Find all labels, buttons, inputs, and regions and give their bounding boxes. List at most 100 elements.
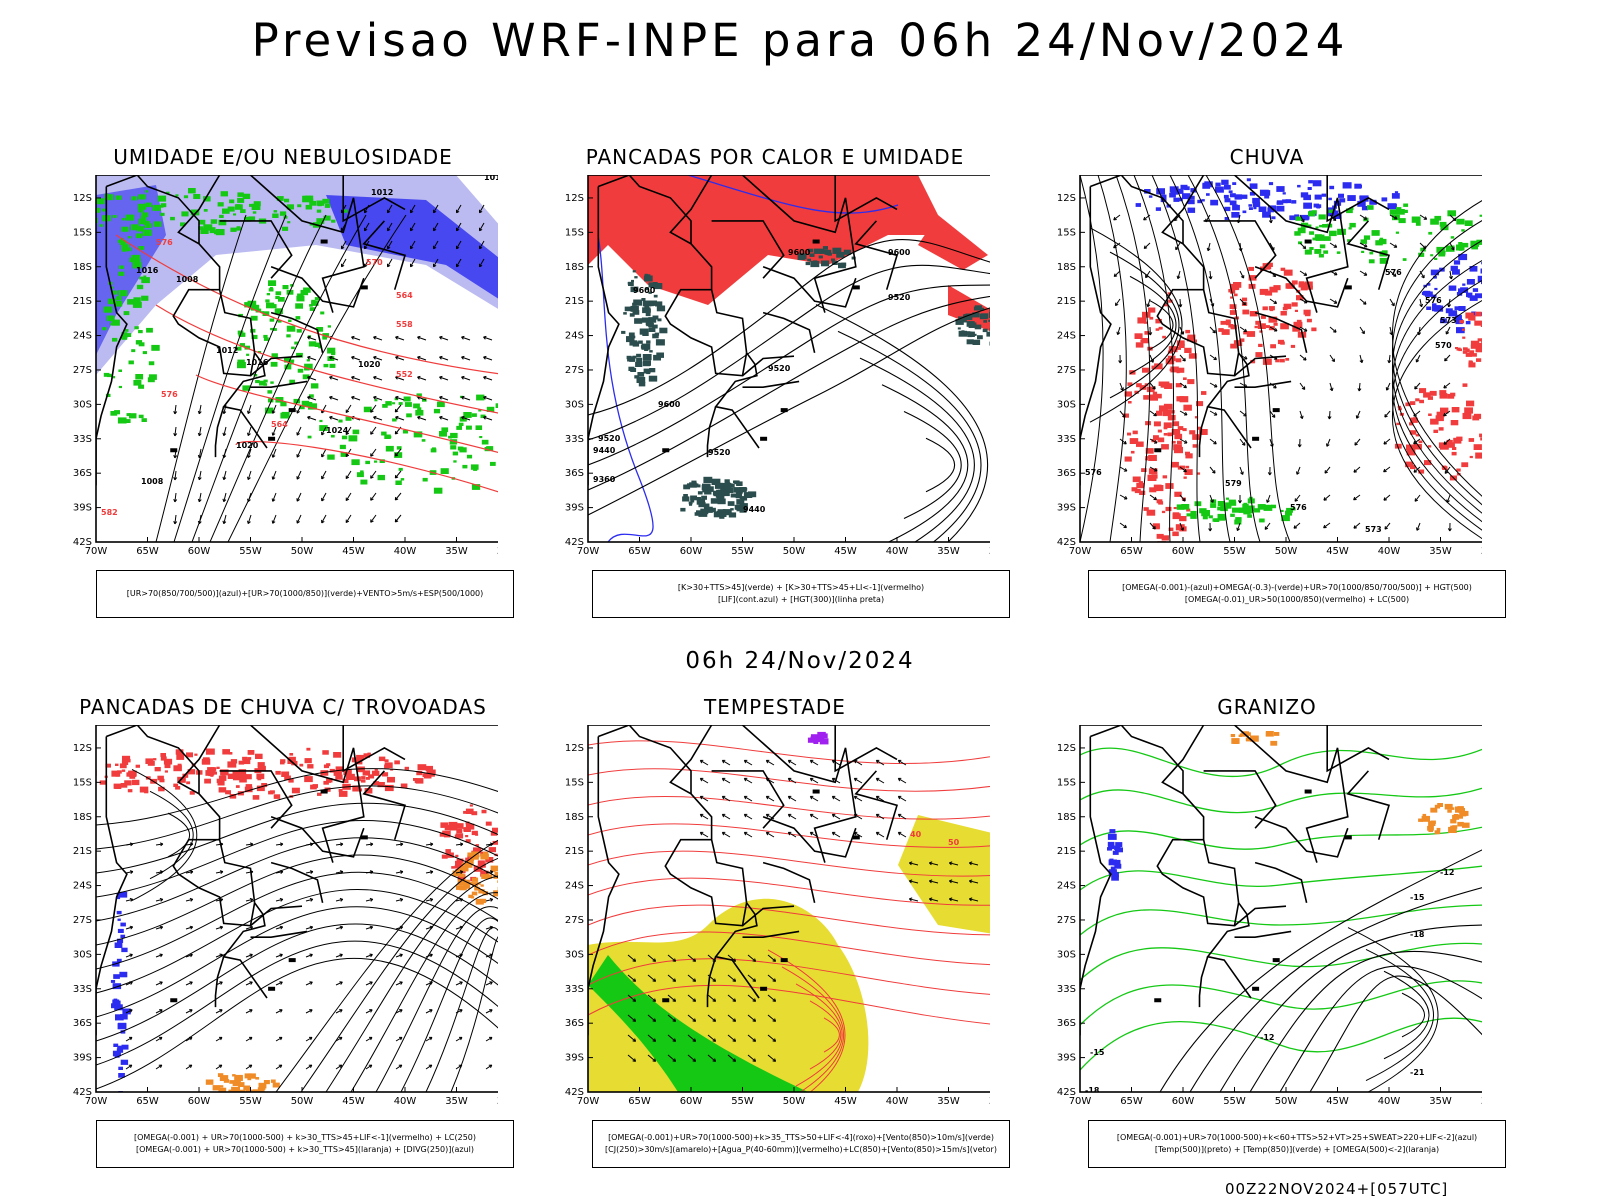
arrow-head bbox=[249, 897, 254, 902]
wind-arrow bbox=[747, 1034, 756, 1042]
shade-cell bbox=[644, 305, 650, 309]
wind-arrow bbox=[876, 759, 885, 766]
shade-cell bbox=[1312, 180, 1322, 187]
shade-cell bbox=[237, 192, 244, 197]
shade-cell bbox=[228, 752, 233, 755]
shade-cell bbox=[457, 446, 464, 451]
shade-cell bbox=[630, 367, 637, 372]
shade-cell bbox=[144, 223, 152, 228]
wind-arrow bbox=[1296, 466, 1301, 475]
shade-cell bbox=[118, 1073, 125, 1078]
shade-cell bbox=[1450, 819, 1457, 824]
contour-line bbox=[588, 307, 990, 516]
arrow-head bbox=[339, 981, 343, 985]
shade-cell bbox=[1249, 191, 1256, 196]
shade-cell bbox=[1338, 193, 1344, 198]
shade-cell bbox=[106, 195, 111, 199]
arrow-head bbox=[787, 813, 792, 818]
arrow-head bbox=[1297, 444, 1302, 448]
lon-label: 45W bbox=[1326, 546, 1349, 557]
shade-cell bbox=[223, 1079, 230, 1083]
shade-cell bbox=[294, 341, 299, 345]
arrow-head bbox=[398, 1064, 403, 1069]
shade-cell bbox=[365, 460, 370, 465]
arrow-head bbox=[370, 453, 374, 457]
shade-cell bbox=[1262, 306, 1268, 311]
shade-cell bbox=[218, 1087, 227, 1092]
arrow-head bbox=[189, 1036, 193, 1041]
wind-arrow bbox=[345, 404, 352, 413]
arrow-head bbox=[1153, 412, 1157, 417]
shade-cell bbox=[288, 319, 292, 322]
shade-cell bbox=[132, 301, 142, 308]
shade-cell bbox=[222, 749, 230, 755]
arrow-head bbox=[699, 831, 704, 836]
shade-cell bbox=[103, 306, 113, 313]
arrow-head bbox=[370, 475, 374, 479]
shade-cell bbox=[384, 762, 393, 768]
wind-arrow bbox=[1444, 466, 1451, 474]
shade-cell bbox=[110, 323, 114, 326]
shade-cell bbox=[284, 364, 292, 370]
shade-cell bbox=[157, 775, 164, 781]
wind-arrow bbox=[647, 974, 656, 982]
border-line bbox=[762, 861, 816, 903]
shade-cell bbox=[1136, 482, 1144, 489]
shade-cell bbox=[308, 403, 317, 410]
shade-cell bbox=[1461, 242, 1469, 248]
shade-cell bbox=[1434, 257, 1438, 260]
shade-cell bbox=[1114, 845, 1121, 851]
shade-cell bbox=[690, 499, 695, 503]
shade-cell bbox=[1107, 833, 1117, 840]
arrow-head bbox=[1303, 328, 1308, 332]
shade-cell bbox=[1194, 416, 1199, 419]
arrow-head bbox=[752, 1018, 757, 1022]
arrow-head bbox=[128, 1064, 133, 1069]
shade-cell bbox=[968, 322, 977, 328]
arrow-head bbox=[271, 520, 276, 524]
shade-cell bbox=[747, 491, 757, 498]
shade-cell bbox=[170, 216, 175, 221]
arrow-head bbox=[1238, 247, 1243, 252]
wind-arrow bbox=[485, 981, 493, 986]
wind-arrow bbox=[747, 1014, 756, 1022]
arrow-head bbox=[1183, 412, 1188, 416]
contour-line bbox=[1080, 747, 1482, 777]
shade-cell bbox=[1243, 331, 1249, 335]
shade-cell bbox=[239, 343, 245, 347]
arrow-head bbox=[1383, 441, 1387, 445]
shade-cell bbox=[1169, 192, 1176, 198]
arrow-head bbox=[752, 958, 757, 962]
arrow-head bbox=[1212, 470, 1216, 474]
shade-cell bbox=[1176, 396, 1184, 402]
shade-cell bbox=[1372, 201, 1377, 205]
arrow-head bbox=[459, 1036, 463, 1041]
shade-cell bbox=[1418, 440, 1423, 444]
wind-arrow bbox=[245, 1064, 253, 1070]
contour-line bbox=[1080, 1017, 1482, 1071]
contour-label: 576 bbox=[1290, 503, 1307, 512]
shade-cell bbox=[1466, 292, 1473, 298]
omega-green-area bbox=[1294, 203, 1482, 264]
shade-cell bbox=[257, 762, 265, 768]
arrow-head bbox=[129, 842, 134, 847]
arrow-head bbox=[489, 925, 494, 930]
arrow-head bbox=[189, 870, 194, 874]
wind-arrow bbox=[417, 376, 427, 381]
shade-cell bbox=[1347, 239, 1351, 242]
shade-cell bbox=[1183, 476, 1187, 479]
arrow-head bbox=[345, 497, 350, 502]
arrow-head bbox=[483, 355, 487, 360]
shade-cell bbox=[270, 1079, 276, 1083]
shade-cell bbox=[266, 293, 270, 296]
shade-cell bbox=[385, 445, 394, 452]
shade-cell bbox=[1315, 226, 1319, 229]
shade-cell bbox=[116, 958, 122, 963]
shade-cell bbox=[485, 857, 494, 863]
lat-label: 36S bbox=[565, 1018, 584, 1029]
shade-cell bbox=[322, 750, 329, 755]
shade-cell bbox=[1252, 201, 1261, 208]
shade-cell bbox=[454, 823, 461, 828]
wind-arrow bbox=[788, 795, 797, 802]
arrow-head bbox=[395, 335, 399, 340]
